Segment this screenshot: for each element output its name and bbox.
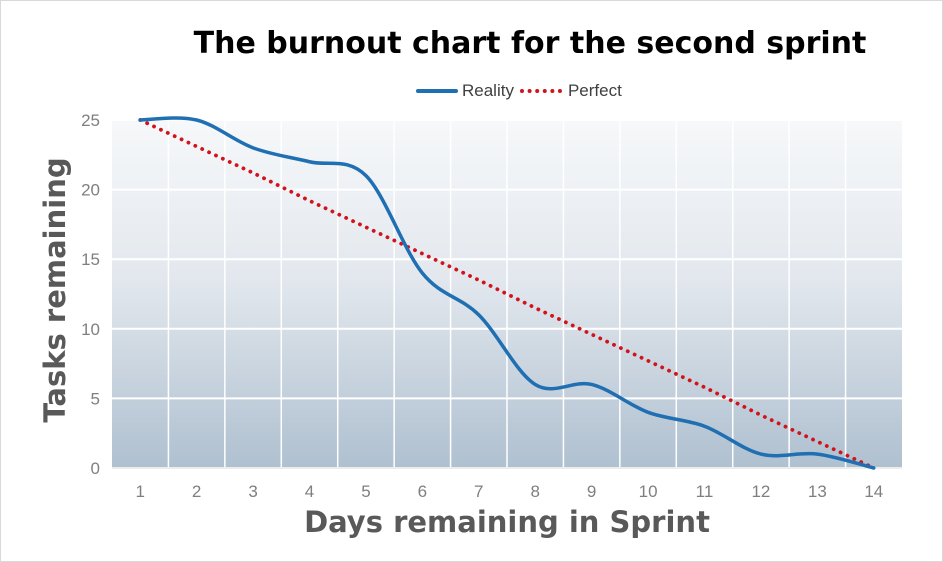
x-tick-label: 12 [751,482,770,501]
x-axis-label: Days remaining in Sprint [304,505,710,539]
x-tick-label: 4 [305,482,314,501]
x-tick-label: 3 [248,482,257,501]
x-tick-label: 10 [639,482,658,501]
y-tick-label: 25 [81,111,100,130]
x-tick-label: 1 [135,482,144,501]
y-tick-labels: 0 5 10 15 20 25 [81,111,100,478]
y-tick-label: 0 [91,459,100,478]
x-tick-label: 6 [418,482,427,501]
x-tick-label: 5 [361,482,370,501]
series-line-perfect [138,118,876,470]
legend-item-reality: Reality [416,81,514,101]
x-tick-label: 2 [192,482,201,501]
legend-label-perfect: Perfect [567,81,622,100]
legend-label-reality: Reality [462,81,514,100]
y-tick-label: 20 [81,181,100,200]
y-tick-label: 10 [81,320,100,339]
y-tick-label: 5 [91,389,100,408]
chart-legend: Reality Perfect [416,80,628,102]
y-tick-label: 15 [81,250,100,269]
x-tick-label: 7 [474,482,483,501]
x-tick-label: 13 [808,482,827,501]
series-line-reality [138,116,876,470]
legend-item-perfect: Perfect [519,81,622,101]
chart-title: The burnout chart for the second sprint [193,26,867,61]
x-tick-label: 9 [587,482,596,501]
legend-swatch-reality [416,89,458,93]
series-group [138,116,876,470]
x-tick-label: 8 [530,482,539,501]
x-tick-label: 14 [864,482,883,501]
x-tick-label: 11 [696,482,714,501]
legend-swatch-perfect [519,89,562,93]
x-tick-labels: 1 2 3 4 5 6 7 8 9 10 11 12 13 14 [135,482,883,501]
